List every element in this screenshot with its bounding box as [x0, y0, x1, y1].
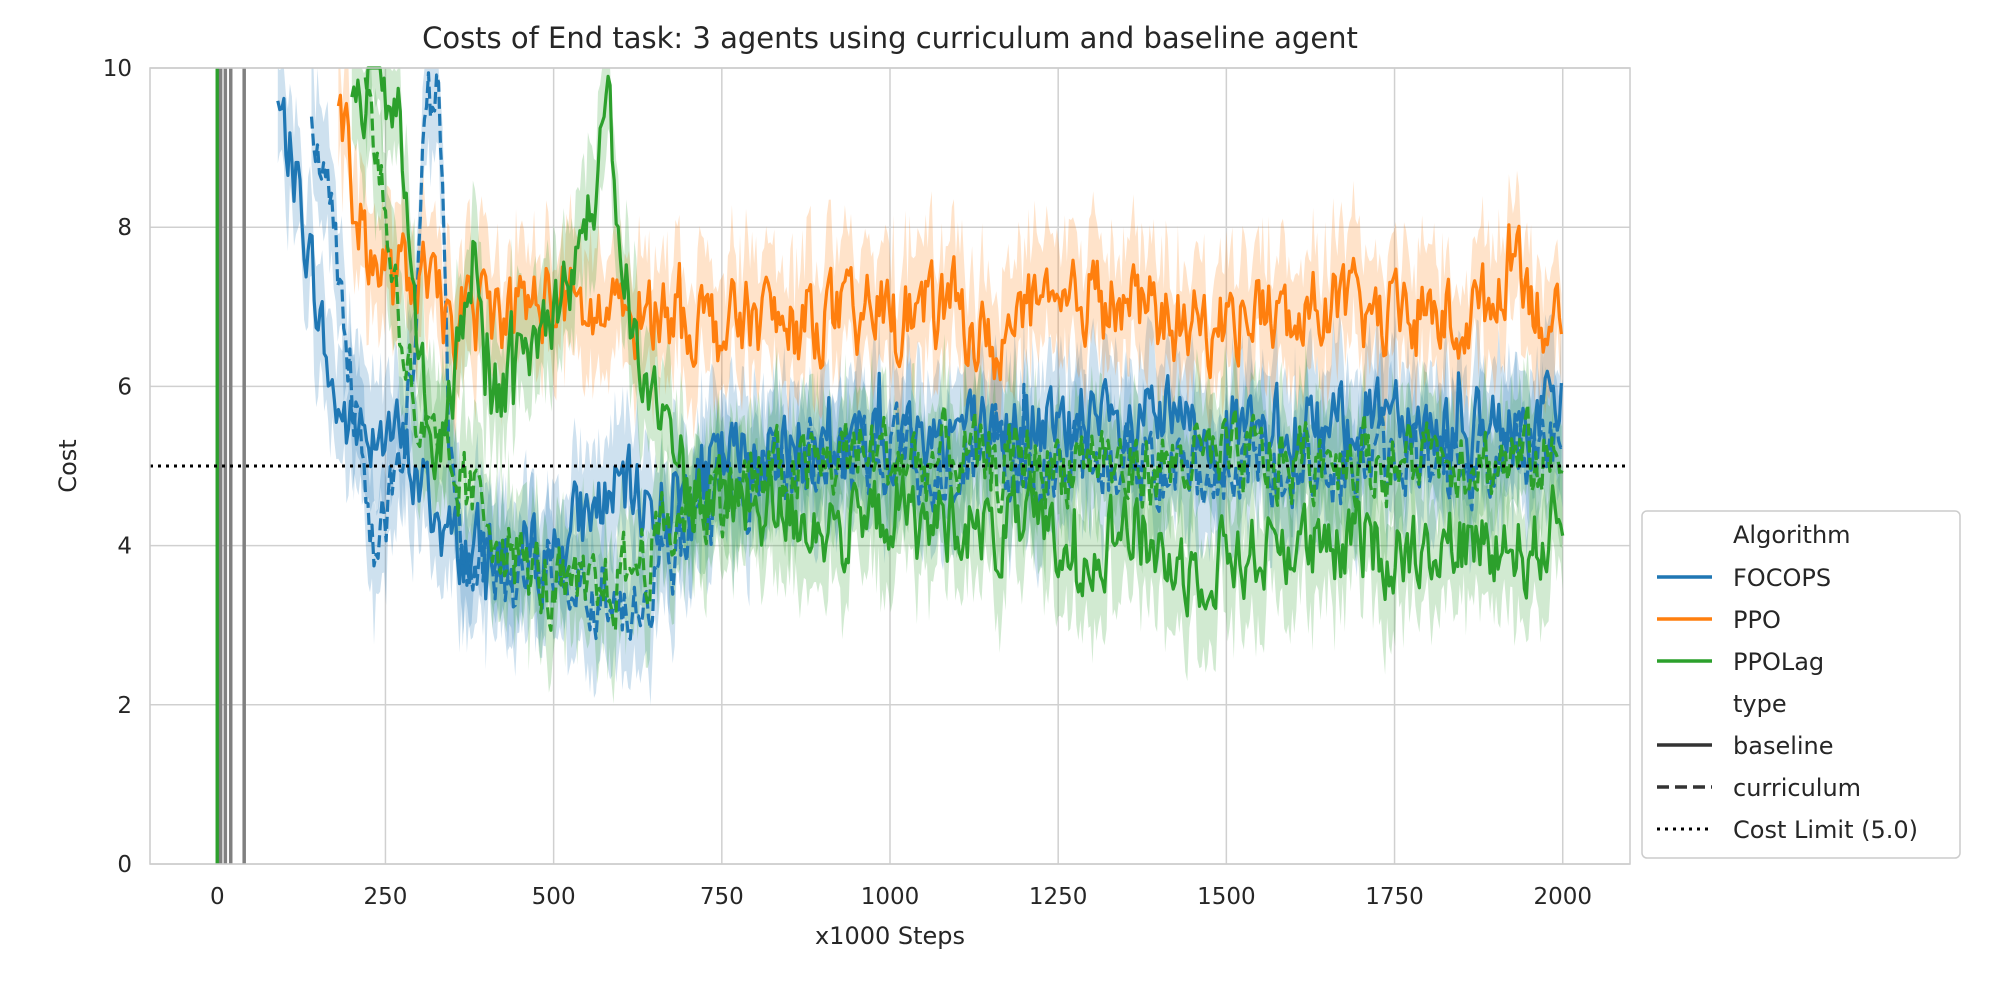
legend-box	[1641, 510, 1961, 859]
y-tick-label: 2	[117, 693, 132, 719]
legend-type-title: type	[1733, 690, 1787, 718]
plot-frame	[149, 67, 1631, 865]
legend-algorithm-title: Algorithm	[1733, 521, 1851, 549]
band-focops-curriculum	[311, 68, 1563, 706]
y-tick-labels: 0 2 4 6 8 10	[103, 56, 132, 878]
x-tick-label: 250	[364, 884, 408, 910]
line-ppolag-curriculum	[363, 77, 1564, 632]
x-tick-label: 1250	[1029, 884, 1088, 910]
band-ppo-baseline	[338, 68, 1562, 444]
x-tick-label: 500	[532, 884, 576, 910]
legend-cost-limit-label: Cost Limit (5.0)	[1733, 816, 1918, 844]
x-tick-label: 750	[700, 884, 744, 910]
chart-title: Costs of End task: 3 agents using curric…	[422, 21, 1358, 55]
legend-ppolag-label: PPOLag	[1733, 648, 1824, 676]
x-tick-label: 2000	[1533, 884, 1592, 910]
line-ppo-baseline	[336, 93, 1563, 382]
legend-focops-label: FOCOPS	[1733, 564, 1831, 592]
x-tick-label: 1000	[861, 884, 920, 910]
y-tick-label: 6	[117, 374, 132, 400]
line-ppolag-baseline	[350, 66, 1565, 618]
series-lines	[276, 66, 1565, 641]
y-tick-label: 10	[103, 56, 132, 82]
x-axis-title: x1000 Steps	[815, 922, 965, 950]
band-ppolag-baseline	[351, 68, 1563, 682]
early-spikes	[215, 68, 246, 864]
legend-baseline-label: baseline	[1733, 732, 1834, 760]
x-tick-label: 0	[210, 884, 225, 910]
legend-ppo-label: PPO	[1733, 606, 1781, 634]
legend: Algorithm FOCOPS PPO PPOLag type baselin…	[1641, 510, 1961, 859]
legend-curriculum-label: curriculum	[1733, 774, 1861, 802]
x-tick-label: 1500	[1197, 884, 1256, 910]
band-focops-baseline	[277, 68, 1562, 670]
y-tick-label: 8	[117, 215, 132, 241]
y-tick-label: 0	[117, 852, 132, 878]
x-tick-labels: 0 250 500 750 1000 1250 1500 1750 2000	[210, 884, 1592, 910]
y-axis-title: Cost	[54, 439, 82, 492]
x-tick-label: 1750	[1365, 884, 1424, 910]
y-tick-label: 4	[117, 534, 132, 560]
